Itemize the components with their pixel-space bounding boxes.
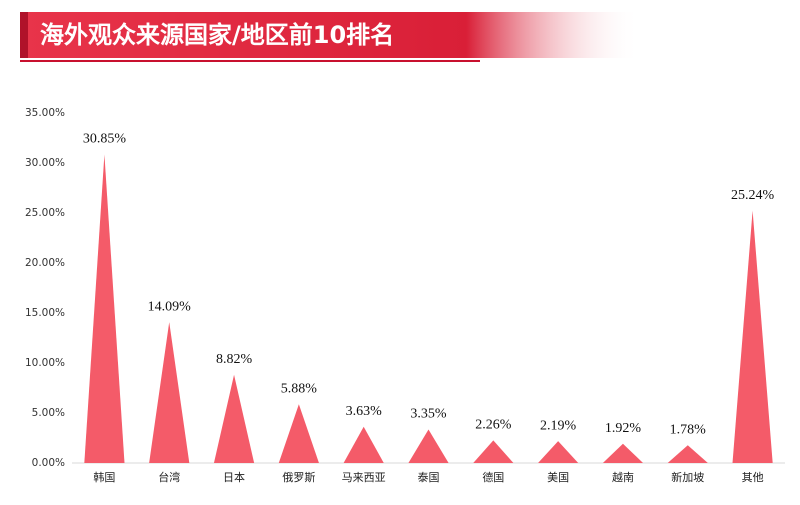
y-tick-label: 25.00% bbox=[25, 207, 65, 219]
x-tick-label: 越南 bbox=[612, 470, 634, 484]
x-tick-label: 美国 bbox=[547, 471, 569, 484]
x-tick-label: 台湾 bbox=[158, 470, 180, 484]
bar bbox=[343, 426, 384, 463]
value-label: 8.82% bbox=[216, 352, 253, 367]
x-tick-label: 泰国 bbox=[418, 470, 440, 484]
x-tick-label: 德国 bbox=[482, 470, 504, 484]
bar bbox=[473, 440, 514, 463]
y-tick-label: 0.00% bbox=[32, 457, 65, 469]
value-label: 5.88% bbox=[281, 381, 318, 396]
x-tick-label: 新加坡 bbox=[671, 470, 704, 484]
y-tick-label: 20.00% bbox=[25, 257, 65, 269]
value-label: 3.35% bbox=[410, 407, 447, 422]
value-label: 25.24% bbox=[731, 188, 775, 203]
y-tick-label: 5.00% bbox=[32, 407, 65, 419]
chart-title: 海外观众来源国家/地区前10排名 bbox=[40, 21, 394, 49]
x-tick-label: 其他 bbox=[742, 471, 764, 484]
bar bbox=[149, 322, 190, 463]
x-tick-label: 韩国 bbox=[93, 470, 115, 484]
bar bbox=[278, 404, 319, 463]
title-accent bbox=[20, 12, 28, 58]
bar bbox=[213, 374, 255, 463]
y-tick-label: 10.00% bbox=[25, 357, 65, 369]
value-label: 30.85% bbox=[83, 132, 127, 147]
x-tick-label: 日本 bbox=[223, 470, 245, 484]
bar bbox=[408, 429, 449, 463]
value-label: 14.09% bbox=[148, 299, 192, 314]
x-tick-label: 马来西亚 bbox=[342, 471, 386, 484]
value-label: 2.26% bbox=[475, 418, 512, 433]
bar bbox=[732, 210, 773, 463]
y-tick-label: 30.00% bbox=[25, 157, 65, 169]
bar bbox=[667, 445, 708, 463]
title-banner bbox=[20, 12, 640, 58]
value-label: 3.63% bbox=[346, 404, 383, 419]
bar bbox=[602, 443, 644, 463]
y-tick-label: 35.00% bbox=[25, 107, 65, 119]
y-tick-label: 15.00% bbox=[25, 307, 65, 319]
value-label: 1.78% bbox=[670, 422, 707, 437]
value-label: 2.19% bbox=[540, 418, 577, 433]
bar bbox=[84, 154, 125, 463]
x-tick-label: 俄罗斯 bbox=[282, 471, 315, 484]
value-label: 1.92% bbox=[605, 421, 642, 436]
bar bbox=[538, 441, 579, 463]
